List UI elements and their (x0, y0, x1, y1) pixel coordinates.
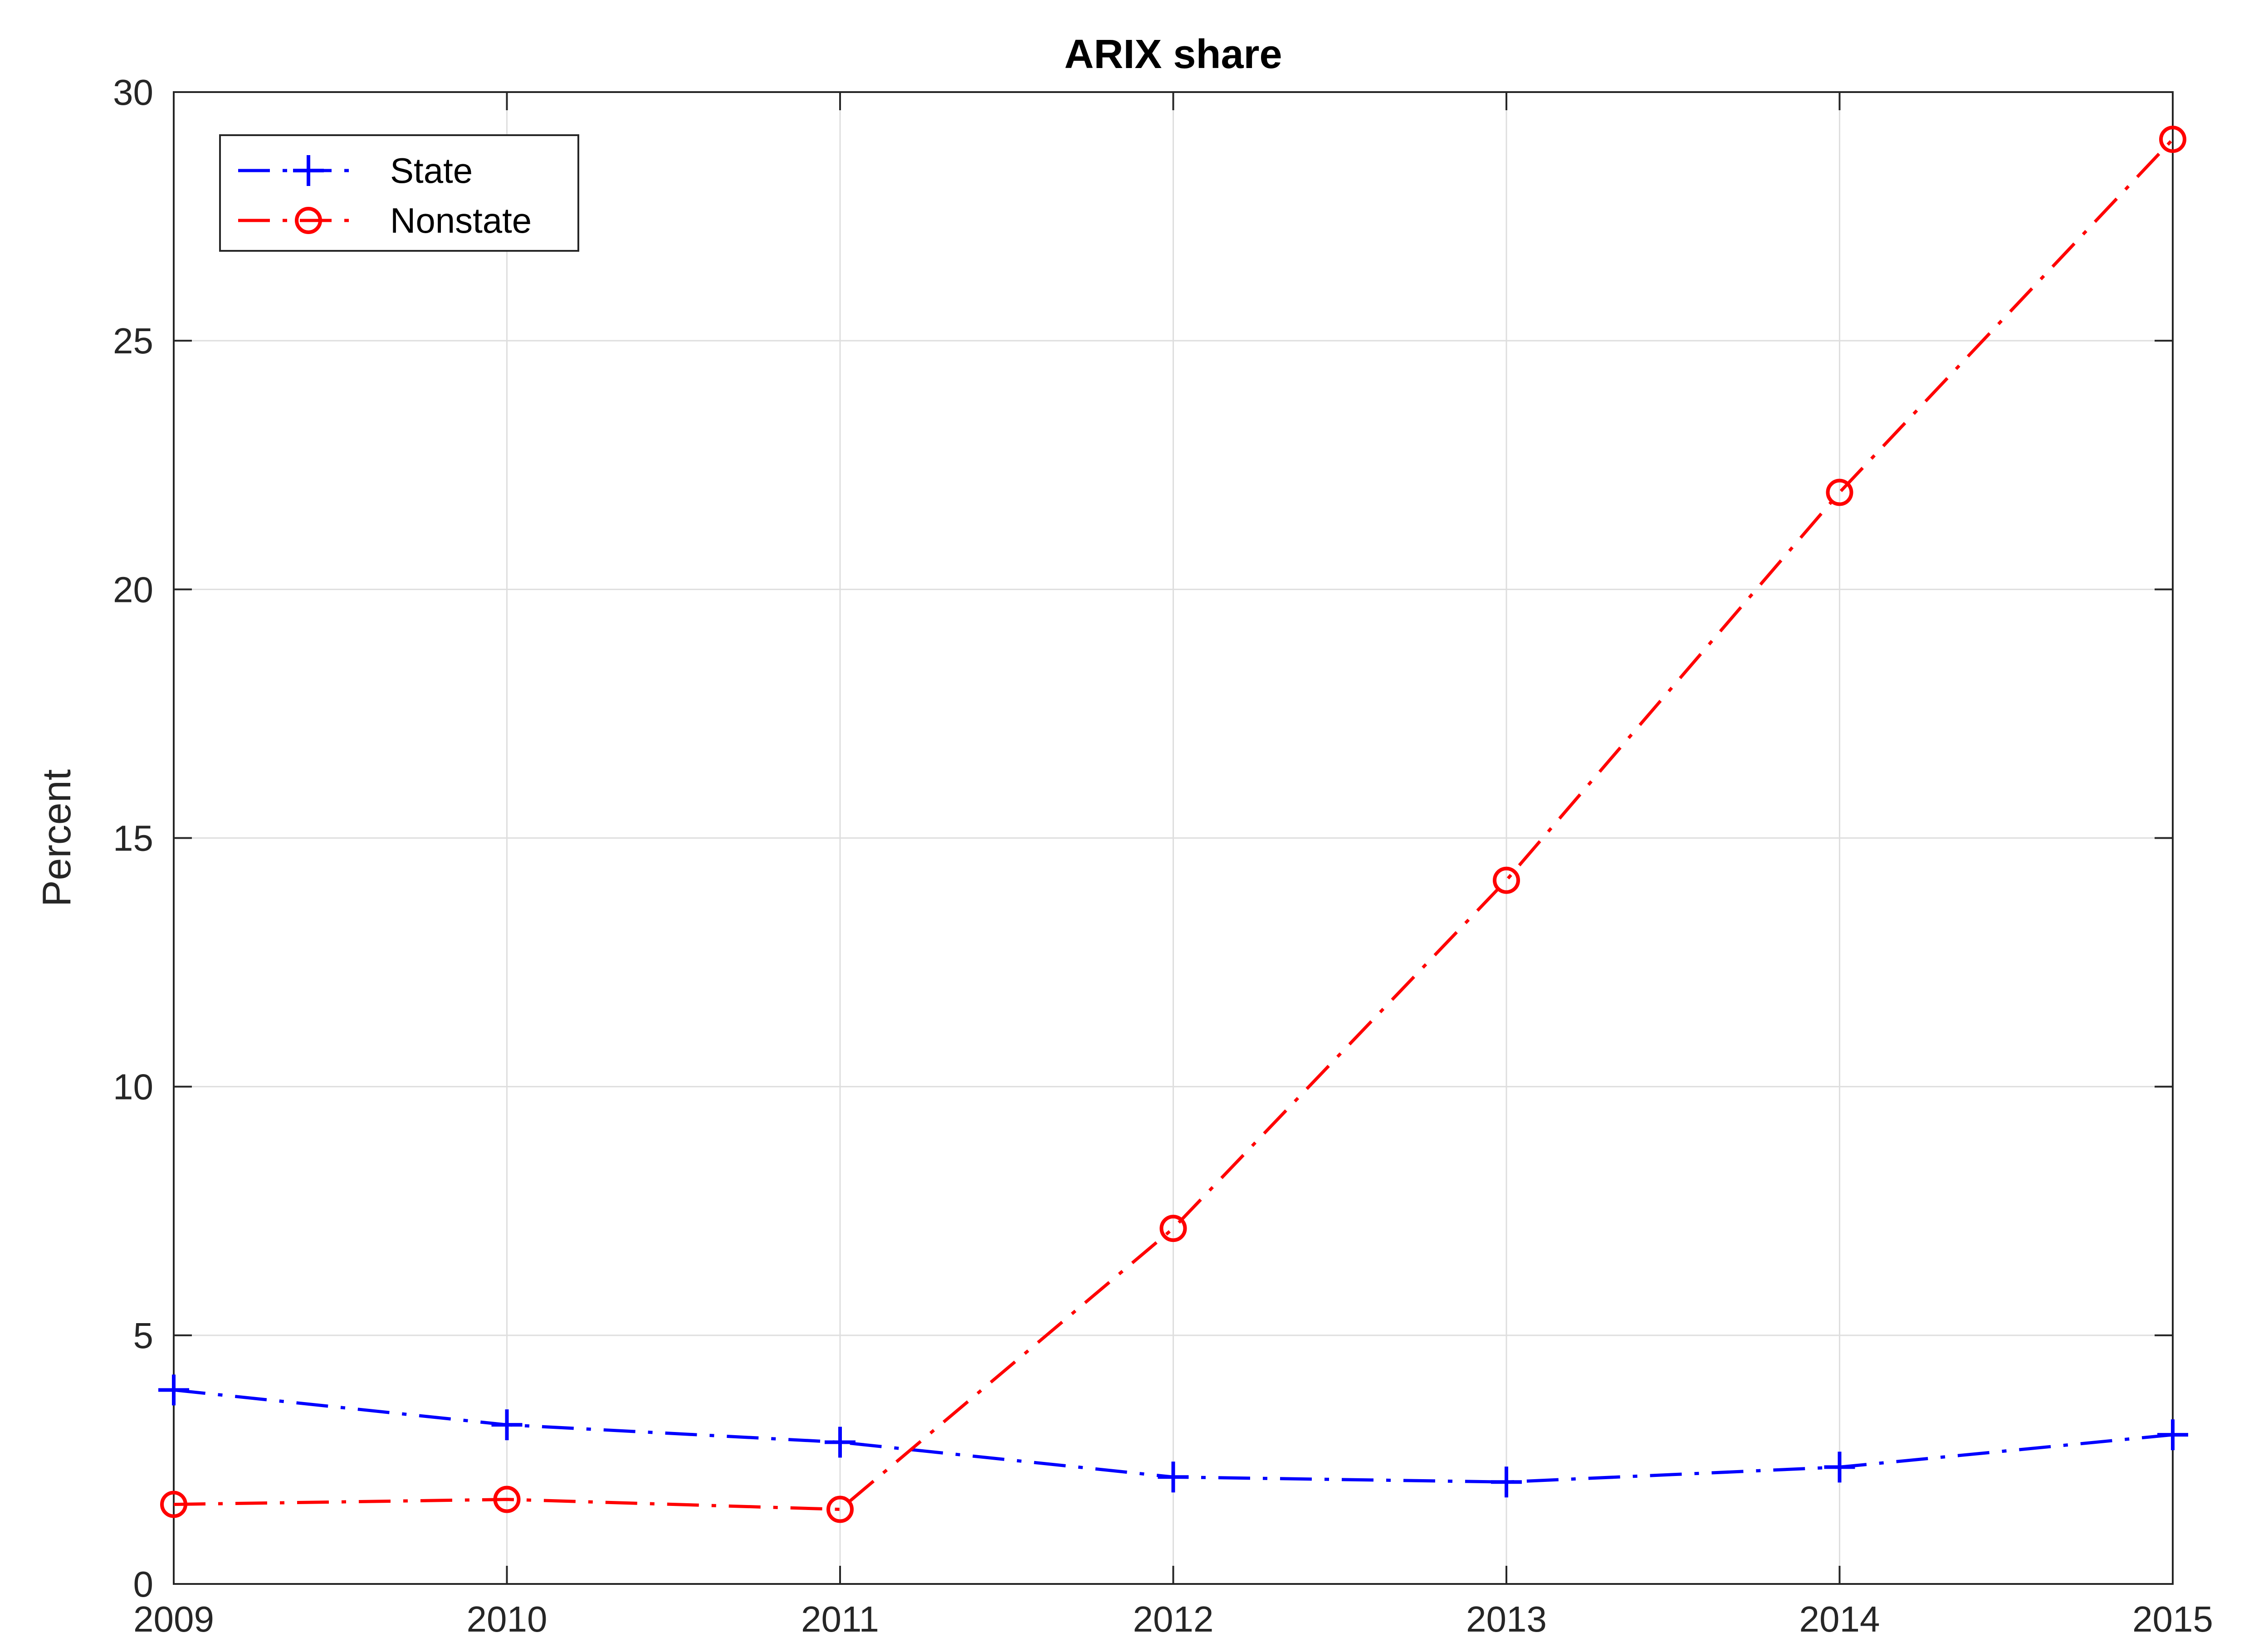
y-tick-label: 30 (113, 72, 153, 112)
data-point (160, 1491, 187, 1518)
x-tick-label: 2013 (1466, 1599, 1547, 1639)
data-point (493, 1486, 521, 1513)
y-tick-label: 10 (113, 1067, 153, 1107)
x-tick-label: 2011 (801, 1599, 879, 1639)
y-tick-label: 5 (133, 1315, 154, 1356)
legend-entries: State Nonstate (238, 151, 532, 240)
legend-marker (295, 207, 322, 234)
x-tick-label: 2009 (133, 1599, 214, 1639)
legend-entry: State (238, 151, 473, 191)
data-point (826, 1495, 854, 1523)
y-tick-label: 25 (113, 321, 153, 361)
chart-title: ARIX share (1064, 32, 1282, 77)
legend-entry: Nonstate (238, 200, 532, 240)
legend-label: Nonstate (390, 200, 532, 240)
data-point (1158, 1461, 1189, 1493)
data-point (1824, 1452, 1855, 1483)
data-point (1826, 479, 1853, 506)
y-tick-label: 15 (113, 818, 153, 859)
x-tick-label: 2015 (2132, 1599, 2213, 1639)
x-tick-label: 2014 (1799, 1599, 1880, 1639)
data-point (1493, 866, 1520, 894)
legend-marker (293, 155, 324, 186)
x-tick-label: 2012 (1133, 1599, 1214, 1639)
y-axis-label: Percent (34, 769, 79, 907)
y-tick-label: 0 (133, 1564, 154, 1604)
data-point (158, 1374, 189, 1406)
data-point (491, 1409, 523, 1441)
data-point (2159, 126, 2186, 153)
legend: State Nonstate (219, 134, 579, 252)
data-point (1159, 1215, 1187, 1242)
data-point (2157, 1419, 2188, 1451)
legend-box (219, 134, 579, 252)
series-nonstate (160, 126, 2186, 1523)
x-tick-label: 2010 (467, 1599, 547, 1639)
y-tick-label: 20 (113, 569, 153, 610)
data-point (1491, 1466, 1522, 1498)
series-state (158, 1374, 2188, 1498)
grid (173, 91, 2174, 1585)
data-point (825, 1427, 855, 1458)
series-group (158, 126, 2188, 1523)
legend-label: State (390, 151, 473, 191)
axis-ticks: 2009 2010 2011 2012 2013 2014 2015 0 5 10 15 20 25 30 (113, 72, 2213, 1639)
series-line (173, 138, 2174, 1511)
